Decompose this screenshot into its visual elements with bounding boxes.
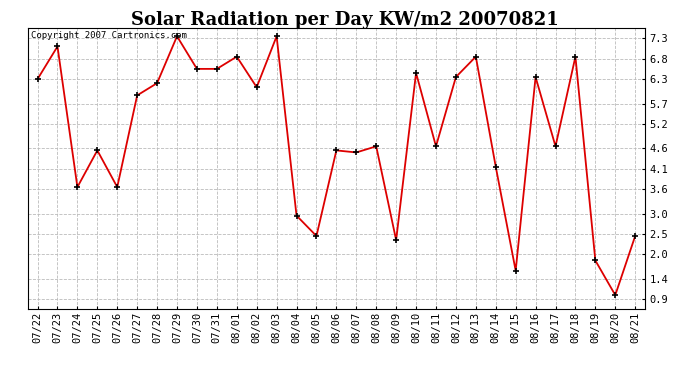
Text: Copyright 2007 Cartronics.com: Copyright 2007 Cartronics.com <box>30 31 186 40</box>
Text: Solar Radiation per Day KW/m2 20070821: Solar Radiation per Day KW/m2 20070821 <box>131 11 559 29</box>
